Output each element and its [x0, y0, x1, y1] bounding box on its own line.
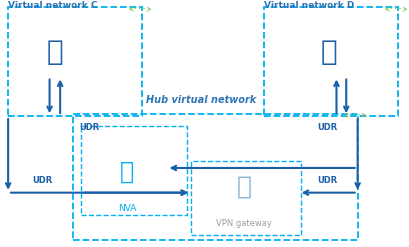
Text: UDR: UDR	[316, 176, 337, 185]
Bar	[81, 126, 187, 215]
Text: Virtual network C: Virtual network C	[8, 1, 97, 10]
Text: Hub virtual network: Hub virtual network	[146, 95, 256, 105]
Text: 🖥: 🖥	[320, 38, 337, 66]
Text: UDR: UDR	[316, 123, 337, 132]
Text: NVA: NVA	[118, 204, 136, 213]
Text: 🖥: 🖥	[120, 160, 134, 184]
Text: 🔒: 🔒	[236, 174, 251, 199]
Text: 🖥: 🖥	[47, 38, 63, 66]
Bar	[191, 161, 300, 235]
Bar	[73, 114, 357, 240]
Text: VPN gateway: VPN gateway	[216, 219, 271, 228]
Text: Virtual network D: Virtual network D	[263, 1, 354, 10]
Text: <···>: <···>	[343, 110, 366, 119]
Text: UDR: UDR	[79, 123, 99, 132]
Text: <···>: <···>	[128, 4, 151, 13]
Bar	[263, 7, 397, 116]
Text: UDR: UDR	[32, 176, 53, 185]
Text: <···>: <···>	[384, 4, 407, 13]
Bar	[8, 7, 142, 116]
